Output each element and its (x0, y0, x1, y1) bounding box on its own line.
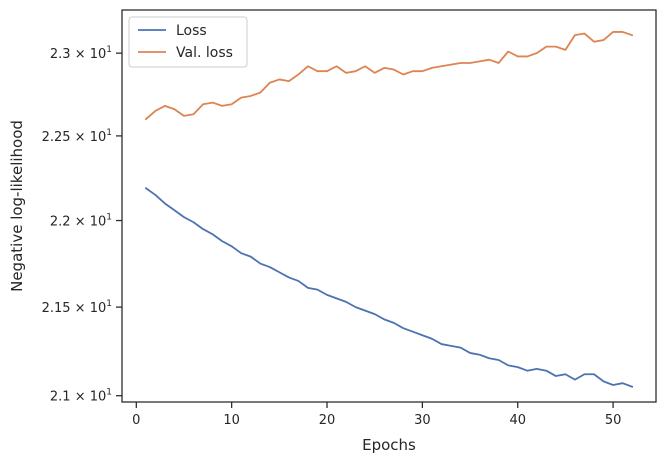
x-tick-label: 30 (414, 413, 431, 428)
plot-area (121, 9, 657, 403)
y-tick-label: 2.25 × 101 (42, 128, 112, 145)
x-axis: 0 10 20 30 40 50 (132, 402, 621, 428)
legend-label: Val. loss (176, 45, 233, 61)
y-tick-label: 2.15 × 101 (42, 299, 112, 316)
x-tick-label: 20 (319, 413, 336, 428)
x-tick-label: 50 (605, 413, 622, 428)
y-tick-label: 2.1 × 101 (50, 388, 112, 405)
x-tick-label: 40 (509, 413, 526, 428)
legend: Loss Val. loss (128, 16, 248, 68)
x-tick-label: 10 (223, 413, 240, 428)
y-tick-label: 2.3 × 101 (50, 45, 112, 62)
legend-label: Loss (176, 23, 207, 39)
series-line-2 (144, 31, 634, 121)
x-tick-label: 0 (132, 413, 140, 428)
series-group (144, 31, 634, 388)
x-axis-label: Epochs (362, 436, 416, 454)
series-line-1 (144, 187, 634, 388)
y-tick-label: 2.2 × 101 (50, 213, 112, 230)
y-axis: 2.1 × 101 2.15 × 101 2.2 × 101 2.25 × 101 2.… (42, 45, 122, 405)
y-axis-label: Negative log-likelihood (8, 120, 26, 292)
